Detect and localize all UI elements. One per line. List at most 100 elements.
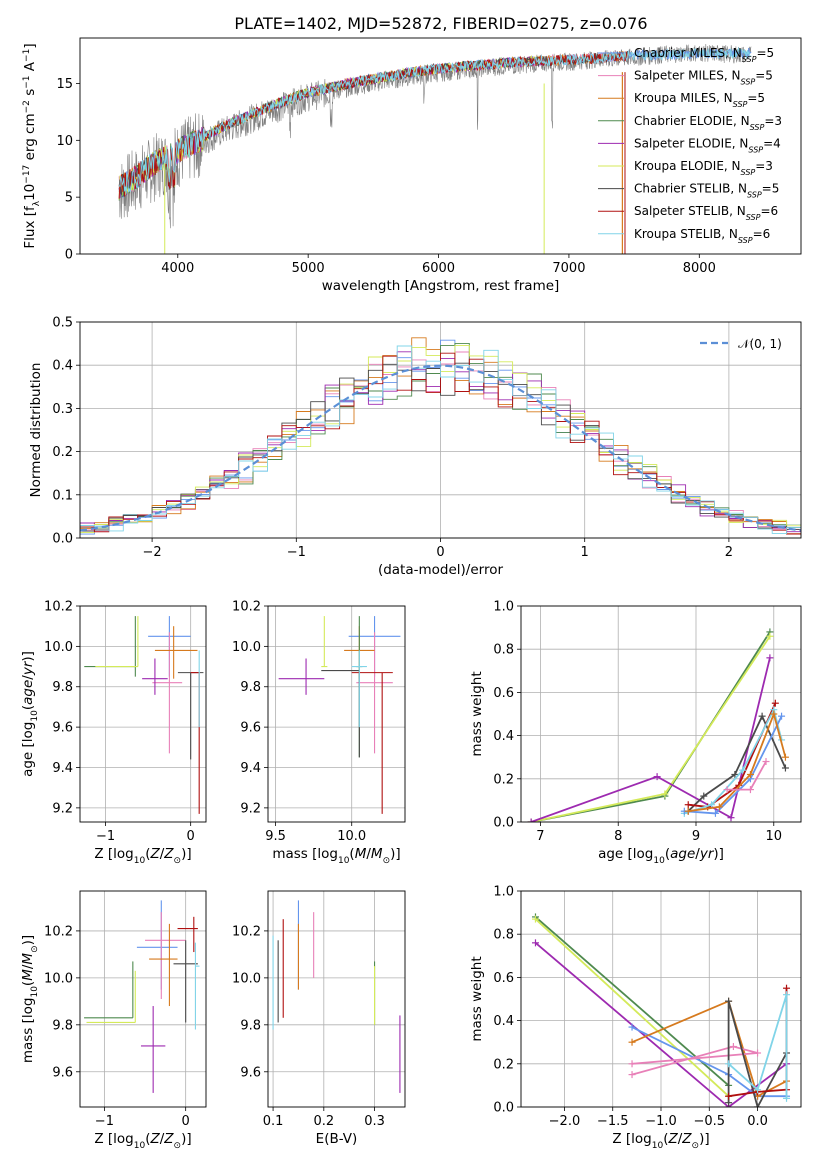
x-axis-label: Z [log10(Z/Z⊙)] [94, 1131, 191, 1151]
y-tick-label: 9.2 [52, 801, 73, 816]
weight-marker [746, 770, 754, 778]
weight-marker [531, 915, 539, 923]
panel-weight_vs_age: 7 8 9 10 0.0 0.2 0.4 0.6 0.8 1.0 age [log10(age/yr… [469, 600, 802, 867]
weight-marker [708, 801, 716, 809]
x-axis-label: mass [log10(M/M⊙)] [272, 846, 400, 866]
x-tick-label: 0.3 [364, 1114, 385, 1129]
weight-marker [729, 1043, 737, 1051]
x-tick-label: 9.5 [265, 829, 286, 844]
weight-marker [715, 803, 723, 811]
y-axis-label: mass weight [469, 671, 485, 756]
errorbar-point [154, 626, 198, 679]
y-tick-label: 0.2 [493, 1057, 514, 1072]
panel-age_vs_Z: −1 0 9.2 9.4 9.6 9.8 10.0 10.2 Z [log10(Z/Z⊙)] ag… [20, 600, 207, 866]
y-tick-label: 9.8 [52, 680, 73, 695]
plot-area [531, 913, 791, 1107]
y-axis-label: Normed distribution [28, 363, 44, 498]
weight-series [684, 715, 783, 815]
y-tick-label: 0.2 [52, 445, 73, 460]
y-tick-label: 10.2 [44, 600, 73, 615]
errorbar-point [278, 658, 325, 695]
x-tick-label: 7 [536, 829, 544, 844]
x-tick-label: −1 [287, 545, 306, 560]
legend-entry: Salpeter ELODIE, NSSP=4 [634, 136, 781, 154]
weight-series [530, 631, 771, 822]
x-tick-label: 0.2 [313, 1114, 334, 1129]
x-tick-label: 0.0 [747, 1114, 768, 1129]
legend: 𝒩(0, 1) [700, 337, 782, 351]
axes-frame [267, 605, 406, 823]
legend-entry: 𝒩(0, 1) [738, 337, 782, 351]
weight-marker [754, 1103, 762, 1107]
weight-marker [684, 807, 692, 815]
x-tick-label: −0.5 [693, 1114, 725, 1129]
y-axis-label: Flux [fλ10−17 erg cm−2 s−1 A−1] [22, 43, 42, 248]
y-tick-label: 1.0 [493, 885, 514, 900]
x-tick-label: 8 [614, 829, 622, 844]
weight-marker [771, 699, 779, 707]
errorbar-point [95, 616, 139, 668]
errorbar-point [142, 658, 168, 695]
plot-area [118, 43, 752, 254]
weight-marker [783, 1094, 791, 1102]
errorbar-point [356, 632, 393, 754]
panel-age_vs_mass: 9.5 10.0 9.2 9.4 9.6 9.8 10.0 10.2 mass [log10(M… [232, 600, 406, 866]
weight-marker [700, 792, 708, 800]
plot-area [80, 337, 801, 535]
y-axis-label: mass [log10(M/M⊙)] [20, 935, 40, 1063]
weight-marker [754, 1086, 762, 1094]
y-tick-label: 10.2 [232, 924, 261, 939]
y-tick-label: 0.4 [493, 1014, 514, 1029]
y-tick-label: 0.4 [493, 729, 514, 744]
legend-entry: Kroupa ELODIE, NSSP=3 [634, 159, 773, 177]
y-axis-label: mass weight [469, 956, 485, 1041]
y-tick-label: 9.8 [52, 1018, 73, 1033]
axes: 7 8 9 10 0.0 0.2 0.4 0.6 0.8 1.0 age [log10(age/yr… [469, 600, 782, 867]
weight-marker [762, 758, 770, 766]
weight-marker [731, 770, 739, 778]
legend-entry: Kroupa STELIB, NSSP=6 [634, 227, 770, 245]
y-tick-label: 0.0 [493, 1101, 514, 1116]
axes-frame [267, 890, 406, 1108]
figure-title: PLATE=1402, MJD=52872, FIBERID=0275, z=0… [234, 14, 647, 33]
x-tick-label: −1 [95, 1114, 114, 1129]
weight-marker [531, 939, 539, 947]
y-tick-label: 0.6 [493, 686, 514, 701]
y-tick-label: 10.2 [44, 924, 73, 939]
y-tick-label: 10.2 [232, 600, 261, 615]
weight-marker [778, 712, 786, 720]
y-tick-label: 10.0 [232, 971, 261, 986]
errorbar-point [145, 912, 186, 999]
x-tick-label: −2 [143, 545, 162, 560]
errorbar-point [177, 916, 198, 953]
y-tick-label: 0.1 [52, 488, 73, 503]
weight-marker [758, 712, 766, 720]
x-tick-label: 0 [182, 1114, 190, 1129]
x-tick-label: 0 [436, 545, 444, 560]
x-axis-label: age [log10(age/yr)] [598, 846, 724, 866]
y-tick-label: 15 [56, 77, 73, 92]
errorbar-point [190, 672, 200, 814]
weight-marker [754, 1049, 762, 1057]
weight-marker [783, 984, 791, 992]
y-tick-label: 0.0 [52, 532, 73, 547]
y-tick-label: 0.8 [493, 928, 514, 943]
legend-entry: Chabrier ELODIE, NSSP=3 [634, 114, 782, 132]
axes: −2.0 −1.5 −1.0 −0.5 0.0 0.0 0.2 0.4 0.6 0.8 1.0 Z [… [469, 885, 768, 1152]
weight-series [728, 994, 788, 1099]
weight-marker [628, 1060, 636, 1068]
y-tick-label: 9.6 [52, 721, 73, 736]
weight-marker [725, 1092, 733, 1100]
errorbar-point [136, 900, 178, 990]
y-tick-label: 10.0 [232, 640, 261, 655]
errorbar-point [351, 650, 367, 728]
plot-area [84, 900, 200, 1093]
y-tick-label: 9.2 [240, 801, 261, 816]
y-tick-label: 9.4 [240, 761, 261, 776]
weight-marker [723, 786, 731, 794]
weight-marker [628, 1071, 636, 1079]
legend-entry: Salpeter STELIB, NSSP=6 [634, 204, 778, 222]
x-tick-label: 4000 [161, 261, 194, 276]
errorbar-point [321, 670, 360, 758]
